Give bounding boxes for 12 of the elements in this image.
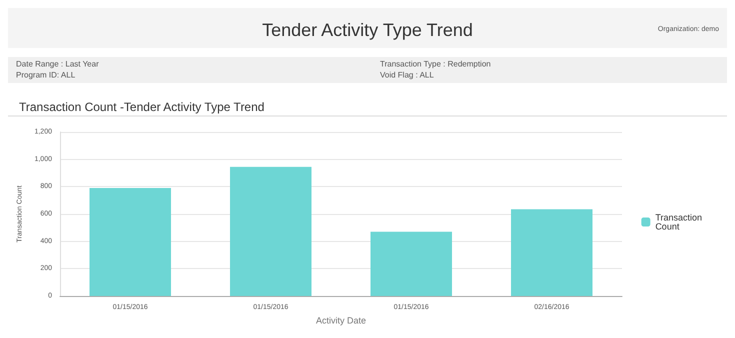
text: Transaction Type : Redemption: [380, 60, 491, 68]
chart-subtitle: Transaction Count -Tender Activity Type Trend: [19, 100, 264, 114]
bar: [90, 188, 171, 296]
chart-title: Tender Activity Type Trend: [262, 20, 473, 40]
x-axis-title: Activity Date: [316, 316, 366, 326]
text: Program ID: ALL: [16, 70, 76, 80]
bar: [511, 209, 592, 296]
bar: [230, 166, 312, 296]
legend-label: Transaction Count: [655, 212, 702, 232]
text: Date Range : Last Year: [16, 60, 100, 68]
text: Void Flag : ALL: [380, 70, 434, 80]
bar: [370, 232, 452, 296]
